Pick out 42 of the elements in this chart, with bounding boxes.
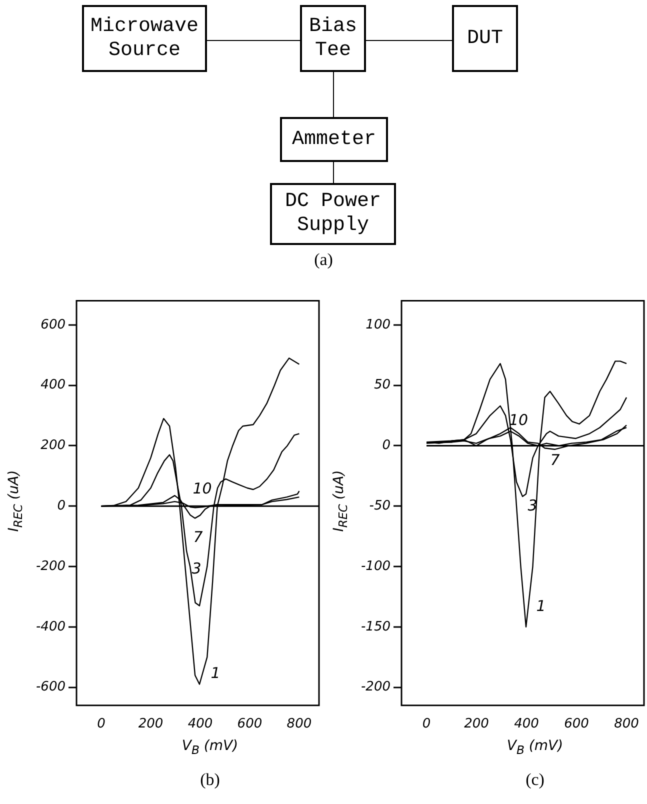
y-tick-label: -200 [36, 558, 66, 574]
x-tick-label: 0 [97, 716, 106, 732]
x-tick-label: 800 [286, 716, 312, 732]
text: Ammeter [292, 128, 376, 152]
text: DUT [466, 26, 503, 50]
series-label: 3 [528, 496, 538, 514]
text: DC Power Supply [284, 190, 382, 238]
y-tick-label: 50 [374, 378, 391, 393]
text: Microwave Source [89, 14, 200, 62]
y-tick-label: 400 [40, 378, 66, 393]
x-axis-title: V$_{B}$ (mV) [180, 738, 240, 757]
y-tick-label: -600 [36, 680, 66, 695]
y-tick-label: -150 [360, 619, 391, 634]
y-tick-label: -100 [360, 558, 391, 574]
x-tick-label: 800 [614, 716, 639, 732]
x-tick-label: 200 [464, 716, 489, 732]
text: (c) [524, 770, 546, 790]
series-label: 10 [192, 480, 212, 498]
x-tick-label: 400 [514, 716, 539, 732]
y-tick-label: 100 [366, 317, 391, 332]
y-tick-label: 600 [40, 317, 66, 332]
series-label: 7 [193, 528, 204, 546]
series-label: 10 [508, 411, 528, 430]
x-tick-label: 200 [138, 716, 164, 732]
x-tick-label: 600 [237, 716, 262, 732]
y-tick-label: 200 [40, 438, 66, 454]
y-tick-label: -200 [360, 680, 391, 695]
series-label: 3 [192, 560, 202, 578]
y-tick-label: 0 [57, 498, 66, 514]
series-label: 7 [550, 451, 560, 470]
y-tick-label: 0 [382, 438, 391, 454]
text: Bias Tee [308, 14, 358, 62]
x-axis-title: V$_{B}$ (mV) [506, 738, 564, 757]
x-tick-label: 600 [564, 716, 589, 732]
y-tick-label: -50 [369, 498, 391, 514]
y-tick-label: -400 [36, 619, 66, 634]
x-tick-label: 0 [422, 716, 431, 732]
text: (a) [313, 250, 334, 270]
x-tick-label: 400 [188, 716, 213, 732]
text: (b) [199, 770, 221, 790]
series-label: 1 [210, 664, 220, 682]
series-label: 1 [536, 596, 546, 615]
